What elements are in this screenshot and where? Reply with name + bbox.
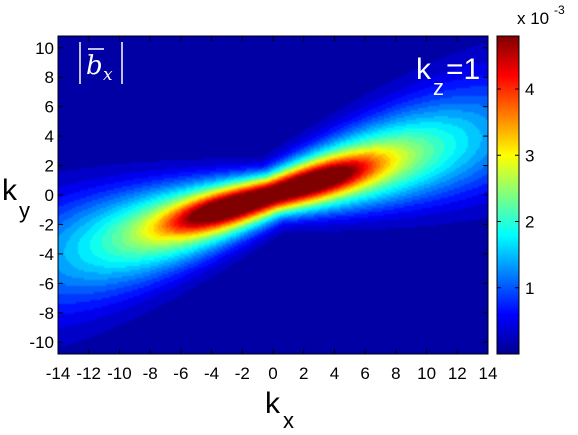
y-tick-label: -4 [39,245,54,264]
x-axis-label-base: k [265,387,281,420]
y-axis-label: k y [2,174,30,223]
kz-annotation: k z =1 [416,53,480,100]
y-tick-label: -10 [29,333,54,352]
colorbar-tick-label: 3 [525,146,534,165]
y-tick-label: -8 [39,304,54,323]
quantity-label: b x [79,42,123,85]
x-tick-label: 0 [268,364,277,383]
colorbar-ticks: 1 2 3 4 [497,80,534,298]
y-axis-ticks: -10 -8 -6 -4 -2 0 2 4 6 8 10 [29,39,488,352]
x-tick-label: 8 [391,364,400,383]
heatmap-plot [57,35,489,355]
x-tick-label: 10 [417,364,436,383]
x-axis-label: k x [265,387,294,433]
y-tick-label: 0 [45,186,54,205]
x-axis-label-subscript: x [283,408,294,433]
colorbar-exponent: -3 [554,3,565,17]
colorbar-tick-label: 1 [525,279,534,298]
x-tick-label: 4 [330,364,339,383]
x-tick-label: -12 [76,364,101,383]
x-tick-label: -4 [204,364,219,383]
y-axis-label-subscript: y [19,198,30,223]
colorbar-multiplier: x 10 [517,9,549,28]
x-tick-label: 2 [299,364,308,383]
y-tick-label: 2 [45,157,54,176]
x-tick-label: -2 [235,364,250,383]
colorbar-gradient [496,35,520,355]
x-axis-ticks: -14 -12 -10 -8 -6 -4 -2 0 2 4 6 8 10 12 14 [46,36,498,383]
y-tick-label: -2 [39,215,54,234]
x-tick-label: -8 [143,364,158,383]
x-tick-label: 6 [360,364,369,383]
kz-base: k [416,53,432,86]
x-tick-label: -10 [107,364,132,383]
heatmap-image [58,36,488,354]
quantity-symbol: b [86,51,103,81]
colorbar: 1 2 3 4 x 10 -3 [496,3,565,355]
y-tick-label: 6 [45,98,54,117]
quantity-subscript: x [103,65,113,85]
colorbar-tick-label: 4 [525,80,534,99]
y-tick-label: 4 [45,127,54,146]
y-tick-label: 8 [45,68,54,87]
kz-subscript: z [433,75,444,100]
kz-value: =1 [446,53,480,86]
x-tick-label: 12 [448,364,467,383]
y-tick-label: 10 [35,39,54,58]
x-tick-label: -14 [46,364,71,383]
colorbar-tick-label: 2 [525,213,534,232]
y-axis-label-base: k [2,174,18,207]
x-tick-label: -6 [173,364,188,383]
y-tick-label: -6 [39,274,54,293]
x-tick-label: 14 [479,364,498,383]
